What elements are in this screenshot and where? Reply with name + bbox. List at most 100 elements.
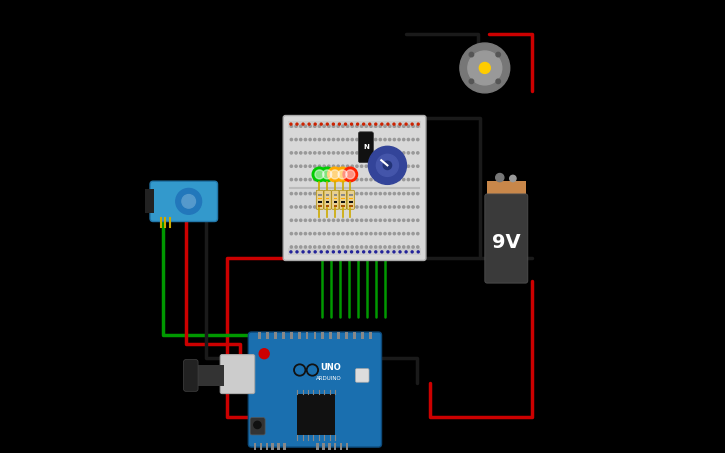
- Bar: [278, 443, 280, 450]
- Circle shape: [314, 193, 316, 195]
- Circle shape: [407, 125, 410, 127]
- Bar: [283, 443, 286, 450]
- Circle shape: [337, 125, 339, 127]
- Circle shape: [351, 232, 353, 235]
- Circle shape: [304, 165, 307, 167]
- Bar: [321, 332, 324, 339]
- Circle shape: [337, 232, 339, 235]
- Circle shape: [389, 178, 391, 181]
- Circle shape: [332, 246, 335, 248]
- Circle shape: [332, 125, 335, 127]
- Circle shape: [309, 219, 311, 222]
- Circle shape: [496, 173, 504, 182]
- Circle shape: [295, 206, 297, 208]
- Bar: [349, 201, 352, 203]
- FancyBboxPatch shape: [347, 190, 355, 209]
- Circle shape: [290, 246, 292, 248]
- Bar: [288, 248, 421, 255]
- Circle shape: [384, 193, 386, 195]
- Bar: [274, 332, 277, 339]
- Circle shape: [360, 232, 362, 235]
- Circle shape: [309, 206, 311, 208]
- Circle shape: [387, 251, 389, 253]
- Circle shape: [254, 421, 261, 429]
- Circle shape: [375, 251, 377, 253]
- Circle shape: [379, 178, 381, 181]
- Circle shape: [337, 246, 339, 248]
- Circle shape: [323, 125, 326, 127]
- Circle shape: [398, 165, 400, 167]
- Circle shape: [315, 170, 324, 179]
- Circle shape: [379, 193, 381, 195]
- Circle shape: [318, 232, 320, 235]
- Circle shape: [339, 251, 341, 253]
- Circle shape: [290, 139, 292, 141]
- Circle shape: [357, 123, 359, 125]
- Bar: [306, 332, 308, 339]
- Circle shape: [379, 165, 381, 167]
- Circle shape: [296, 251, 298, 253]
- Circle shape: [356, 152, 358, 154]
- Circle shape: [337, 206, 339, 208]
- Circle shape: [417, 123, 419, 125]
- Circle shape: [402, 246, 405, 248]
- Circle shape: [175, 188, 202, 214]
- Circle shape: [314, 178, 316, 181]
- Circle shape: [360, 246, 362, 248]
- Bar: [318, 194, 322, 196]
- Circle shape: [393, 232, 396, 235]
- Circle shape: [323, 219, 326, 222]
- Circle shape: [323, 139, 326, 141]
- Circle shape: [417, 232, 419, 235]
- Circle shape: [309, 139, 311, 141]
- Bar: [341, 194, 345, 196]
- FancyBboxPatch shape: [339, 190, 347, 209]
- Circle shape: [323, 232, 326, 235]
- Circle shape: [496, 52, 500, 57]
- Circle shape: [320, 167, 334, 182]
- Circle shape: [347, 139, 349, 141]
- Circle shape: [393, 193, 396, 195]
- Circle shape: [341, 152, 344, 154]
- Circle shape: [389, 232, 391, 235]
- Circle shape: [328, 178, 330, 181]
- Circle shape: [356, 193, 358, 195]
- Bar: [260, 443, 262, 450]
- Circle shape: [328, 232, 330, 235]
- Circle shape: [296, 366, 304, 374]
- Circle shape: [417, 139, 419, 141]
- Circle shape: [323, 206, 326, 208]
- Bar: [334, 198, 337, 199]
- Bar: [326, 201, 329, 203]
- Circle shape: [332, 123, 334, 125]
- Circle shape: [356, 232, 358, 235]
- Circle shape: [332, 165, 335, 167]
- Circle shape: [182, 195, 196, 208]
- Circle shape: [290, 251, 292, 253]
- Circle shape: [384, 219, 386, 222]
- Bar: [254, 443, 257, 450]
- Bar: [353, 332, 356, 339]
- Circle shape: [299, 206, 302, 208]
- Circle shape: [398, 219, 400, 222]
- Circle shape: [381, 123, 383, 125]
- Circle shape: [331, 170, 339, 179]
- Circle shape: [417, 206, 419, 208]
- Circle shape: [379, 219, 381, 222]
- Circle shape: [375, 232, 377, 235]
- Circle shape: [369, 251, 370, 253]
- Circle shape: [405, 123, 407, 125]
- Circle shape: [384, 139, 386, 141]
- Circle shape: [314, 206, 316, 208]
- Circle shape: [318, 139, 320, 141]
- Circle shape: [351, 123, 352, 125]
- Circle shape: [393, 123, 395, 125]
- Circle shape: [312, 167, 327, 182]
- Circle shape: [309, 232, 311, 235]
- Circle shape: [332, 251, 334, 253]
- Circle shape: [351, 152, 353, 154]
- Circle shape: [365, 219, 368, 222]
- Circle shape: [417, 152, 419, 154]
- Circle shape: [290, 165, 292, 167]
- Circle shape: [308, 251, 310, 253]
